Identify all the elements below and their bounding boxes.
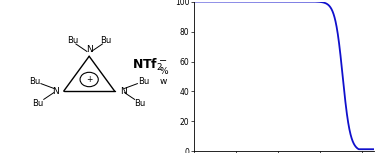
Text: Bu: Bu: [67, 36, 79, 45]
Text: Bu: Bu: [100, 36, 111, 45]
Text: Bu: Bu: [29, 77, 40, 86]
Text: N: N: [86, 45, 93, 54]
Text: N: N: [52, 87, 58, 96]
Text: N: N: [120, 87, 127, 96]
Text: $-$: $-$: [158, 54, 167, 63]
Y-axis label: %
w: % w: [160, 67, 168, 86]
Text: +: +: [86, 75, 92, 84]
Text: Bu: Bu: [135, 99, 146, 108]
Text: Bu: Bu: [138, 77, 150, 86]
Text: NTf$_2$: NTf$_2$: [132, 56, 164, 73]
Text: Bu: Bu: [33, 99, 44, 108]
